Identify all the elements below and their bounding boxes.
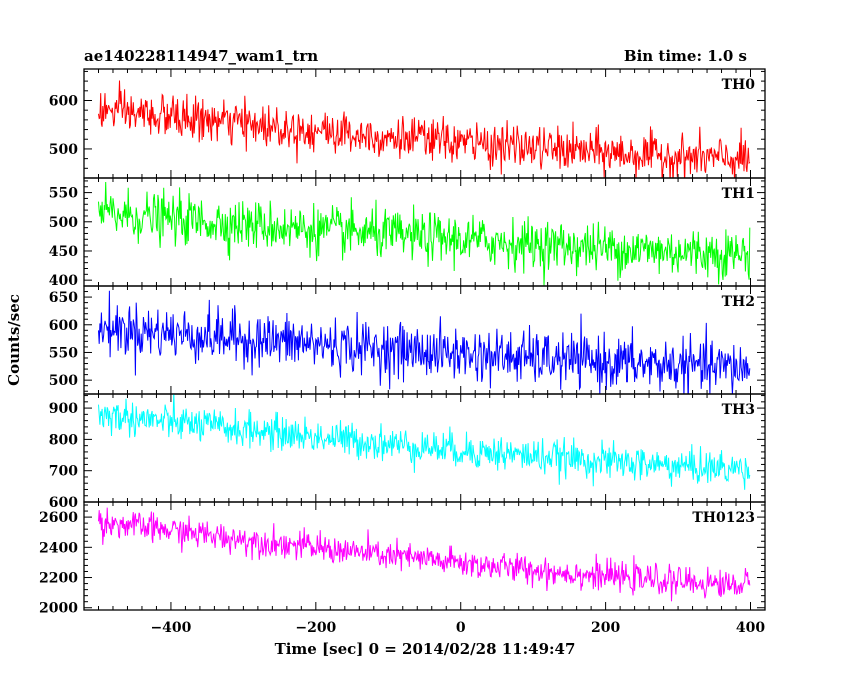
y-tick-label: 650 <box>49 290 78 306</box>
series-line-th0123 <box>98 507 751 602</box>
series-label-th2: TH2 <box>722 294 755 310</box>
series-label-th0123: TH0123 <box>692 510 755 526</box>
y-tick-label: 550 <box>49 345 78 361</box>
y-tick-label: 900 <box>49 401 78 417</box>
y-tick-label: 450 <box>49 244 78 260</box>
bin-time-label: Bin time: 1.0 s <box>624 47 747 65</box>
y-tick-label: 600 <box>49 93 78 109</box>
y-tick-label: 500 <box>49 142 78 158</box>
x-tick-label: 200 <box>591 620 620 636</box>
y-tick-label: 600 <box>49 495 78 511</box>
panel-th0123: 2000 2200 2400 2600 TH0123 <box>39 501 766 617</box>
series-line-th1 <box>98 181 751 286</box>
panel-frame <box>83 285 766 395</box>
x-tick-label: 400 <box>736 620 765 636</box>
y-tick-label: 2000 <box>39 601 78 617</box>
panels: 500 600 TH0 400 450 500 550 TH1 500 550 600 650 TH2 6… <box>39 68 766 617</box>
series-label-th3: TH3 <box>722 402 755 418</box>
chart-title: ae140228114947_wam1_trn <box>84 47 318 65</box>
y-tick-label: 2400 <box>39 540 78 556</box>
x-tick-label: 0 <box>456 620 466 636</box>
y-axis-label: Counts/sec <box>5 294 23 386</box>
panel-th3: 600 700 800 900 TH3 <box>49 393 766 511</box>
y-tick-label: 600 <box>49 318 78 334</box>
panel-th0: 500 600 TH0 <box>49 68 766 179</box>
y-tick-label: 550 <box>49 186 78 202</box>
panel-th1: 400 450 500 550 TH1 <box>49 177 766 289</box>
x-axis: −400 −200 0 200 400 <box>150 620 765 636</box>
x-tick-label: −400 <box>150 620 191 636</box>
x-tick-label: −200 <box>295 620 336 636</box>
series-label-th0: TH0 <box>722 77 756 93</box>
y-tick-label: 400 <box>49 273 78 289</box>
series-line-th0 <box>98 80 751 178</box>
series-label-th1: TH1 <box>722 186 755 202</box>
y-tick-label: 2200 <box>39 571 78 587</box>
y-tick-label: 2600 <box>39 510 78 526</box>
series-line-th3 <box>98 394 751 490</box>
y-tick-label: 500 <box>49 373 78 389</box>
y-tick-label: 500 <box>49 215 78 231</box>
series-line-th2 <box>98 290 751 394</box>
y-tick-label: 700 <box>49 464 78 480</box>
panel-th2: 500 550 600 650 TH2 <box>49 285 766 395</box>
y-tick-label: 800 <box>49 432 78 448</box>
panel-frame <box>83 501 766 611</box>
x-axis-label: Time [sec] 0 = 2014/02/28 11:49:47 <box>275 640 576 658</box>
